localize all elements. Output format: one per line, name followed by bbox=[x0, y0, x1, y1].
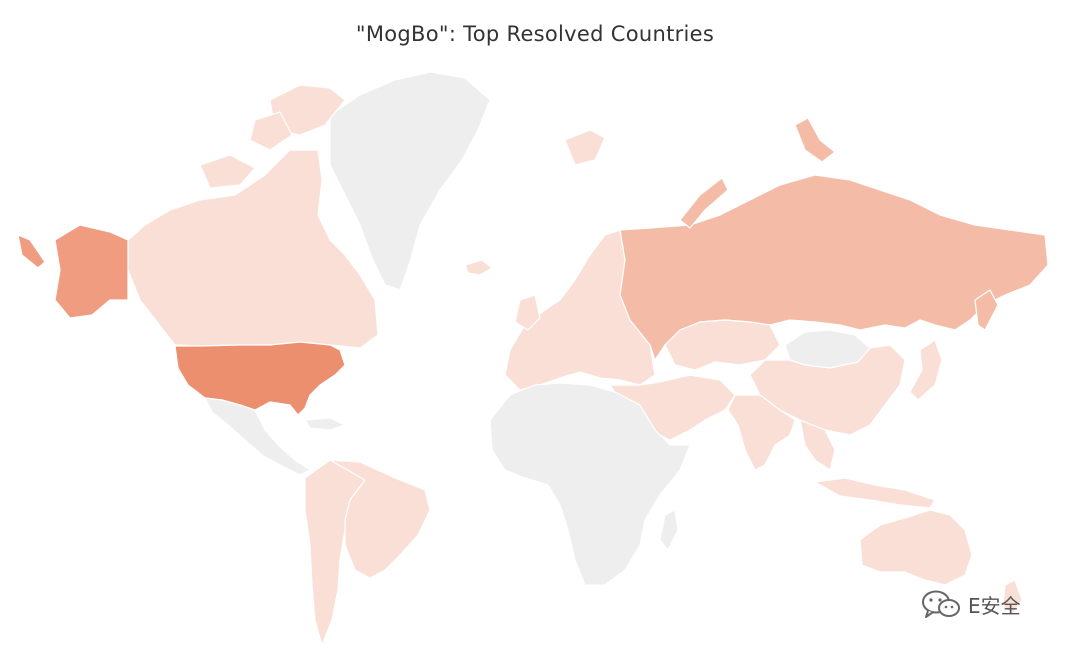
region-new-zealand[interactable] bbox=[1002, 579, 1023, 616]
chart-title: "MogBo": Top Resolved Countries bbox=[355, 22, 715, 46]
region-alaska[interactable] bbox=[54, 224, 129, 319]
region-india[interactable] bbox=[727, 394, 796, 471]
region-greenland[interactable] bbox=[329, 71, 491, 291]
region-southeast-asia[interactable] bbox=[799, 419, 836, 471]
region-canada-islands-3[interactable] bbox=[249, 111, 293, 151]
watermark: E安全 bbox=[920, 588, 1021, 620]
region-africa[interactable] bbox=[489, 382, 691, 586]
wechat-icon bbox=[922, 590, 960, 618]
region-brazil[interactable] bbox=[329, 459, 431, 579]
region-russia-islands[interactable] bbox=[794, 117, 836, 163]
region-indonesia[interactable] bbox=[814, 477, 936, 509]
region-kazakhstan[interactable] bbox=[664, 319, 781, 371]
region-aleutians[interactable] bbox=[17, 234, 46, 269]
region-united-states[interactable] bbox=[174, 341, 346, 416]
region-canada-islands-2[interactable] bbox=[199, 154, 256, 189]
region-australia[interactable] bbox=[859, 509, 973, 586]
watermark-text: E安全 bbox=[968, 593, 1021, 618]
region-novaya-zemlya[interactable] bbox=[679, 177, 729, 229]
region-uk[interactable] bbox=[514, 294, 541, 331]
region-svalbard[interactable] bbox=[564, 129, 606, 166]
region-mexico[interactable] bbox=[204, 397, 311, 476]
region-japan[interactable] bbox=[909, 339, 943, 401]
region-madagascar[interactable] bbox=[659, 509, 679, 551]
region-iceland[interactable] bbox=[464, 259, 493, 276]
region-caribbean[interactable] bbox=[304, 417, 346, 431]
region-sakhalin[interactable] bbox=[974, 289, 999, 331]
